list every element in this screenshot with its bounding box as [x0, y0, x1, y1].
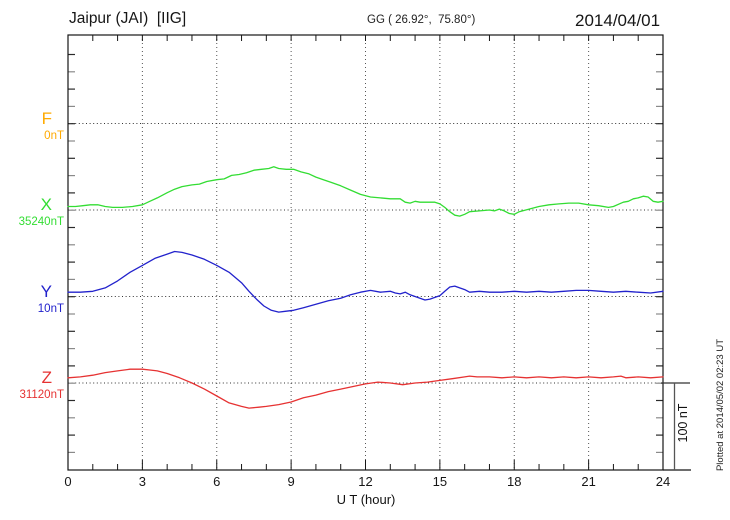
component-baseline-value-Z: 31120nT [19, 389, 64, 401]
plot-border [67, 34, 664, 471]
plot-date: 2014/04/01 [575, 11, 661, 30]
x-tick-label-21: 21 [581, 474, 596, 489]
x-tick-label-0: 0 [64, 474, 72, 489]
grid-lines [68, 35, 663, 470]
plotted-at-note: Plotted at 2014/05/02 02:23 UT [715, 339, 726, 471]
x-tick-label-9: 9 [287, 474, 295, 489]
component-letter-Z: Z [41, 368, 52, 387]
x-tick-label-3: 3 [138, 474, 146, 489]
plot-frame [67, 34, 691, 471]
axis-ticks [68, 35, 663, 470]
component-letter-X: X [40, 195, 52, 214]
x-tick-label-15: 15 [432, 474, 448, 489]
x-tick-label-18: 18 [507, 474, 522, 489]
x-tick-label-12: 12 [358, 474, 373, 489]
y-component-trace [67, 250, 664, 313]
x-component-trace [67, 166, 664, 217]
component-traces [67, 166, 664, 409]
x-tick-label-6: 6 [213, 474, 221, 489]
component-baseline-value-X: 35240nT [18, 216, 64, 228]
station-title: Jaipur (JAI) [IIG] [69, 10, 187, 27]
component-baseline-value-F: 0nT [44, 129, 64, 142]
scale-bar-label: 100 nT [676, 403, 690, 442]
scale-bar [661, 382, 690, 470]
component-baseline-value-Y: 10nT [37, 302, 64, 315]
x-tick-label-24: 24 [655, 474, 671, 489]
x-axis-title: U T (hour) [336, 492, 396, 507]
z-component-trace [67, 368, 664, 409]
component-letter-F: F [41, 108, 52, 128]
component-letter-Y: Y [40, 281, 52, 301]
geographic-coordinates: GG ( 26.92°, 75.80°) [367, 14, 476, 26]
